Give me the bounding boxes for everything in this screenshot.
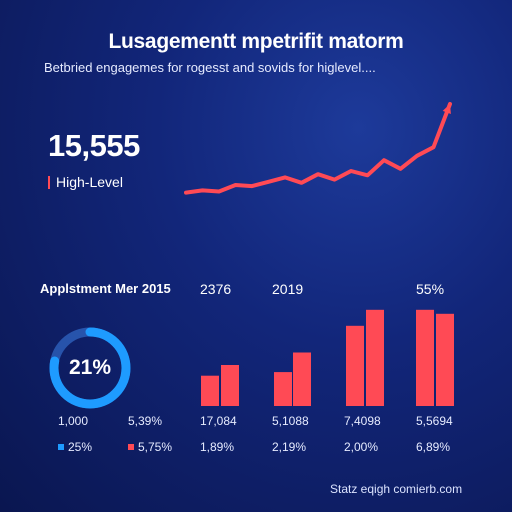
stat-row2-cell-2-text: 5,75% [138,440,173,454]
column-label-2: 2019 [272,281,304,297]
stat-row2-cell-1-text: 25% [68,440,93,454]
stat-row2-cell-6: 6,89% [416,440,451,454]
stat-row1-cell-6: 5,5694 [416,414,453,428]
trend-arrow-icon [442,104,451,114]
stat-row1-cell-4: 5,1088 [272,414,309,428]
bar-8 [436,313,454,406]
chart-title: Lusagementt mpetrifit matorm [108,30,404,53]
stat-row2-cell-4: 2,19% [272,440,307,454]
bar-7 [416,309,434,406]
donut-arc [49,327,131,409]
kpi-label: High-Level [56,174,123,190]
chart-subtitle: Betbried engagemes for rogesst and sovid… [44,60,376,75]
donut-value: 21% [68,356,112,379]
stat-row1-cell-2: 5,39% [128,414,163,428]
bar-2 [221,365,239,406]
kpi-label-row: High-Level [48,174,123,190]
bar-4 [293,352,311,406]
stat-row2-cell-1: 25% [58,440,92,454]
footer-text: Statz eqigh comierb.com [330,482,463,496]
section-title: Applstment Mer 2015 [40,281,171,296]
blue-legend-dot [58,444,64,450]
stat-row1-cell-5: 7,4098 [344,414,381,428]
stat-row2-cell-3: 1,89% [200,440,235,454]
column-label-1: 2376 [200,281,232,297]
kpi-marker [48,175,50,189]
line-series [184,102,452,195]
kpi-value: 15,555 [48,128,140,163]
stat-row1-cell-3: 17,084 [200,414,237,428]
stat-row1-cell-1: 1,000 [58,414,89,428]
bar-6 [366,309,384,406]
stat-row2-cell-5: 2,00% [344,440,379,454]
bar-3 [274,372,292,406]
bar-1 [201,375,219,406]
bar-5 [346,325,364,406]
column-label-3: 55% [416,281,445,297]
red-legend-dot [128,444,134,450]
stat-row2-cell-2: 5,75% [128,440,172,454]
